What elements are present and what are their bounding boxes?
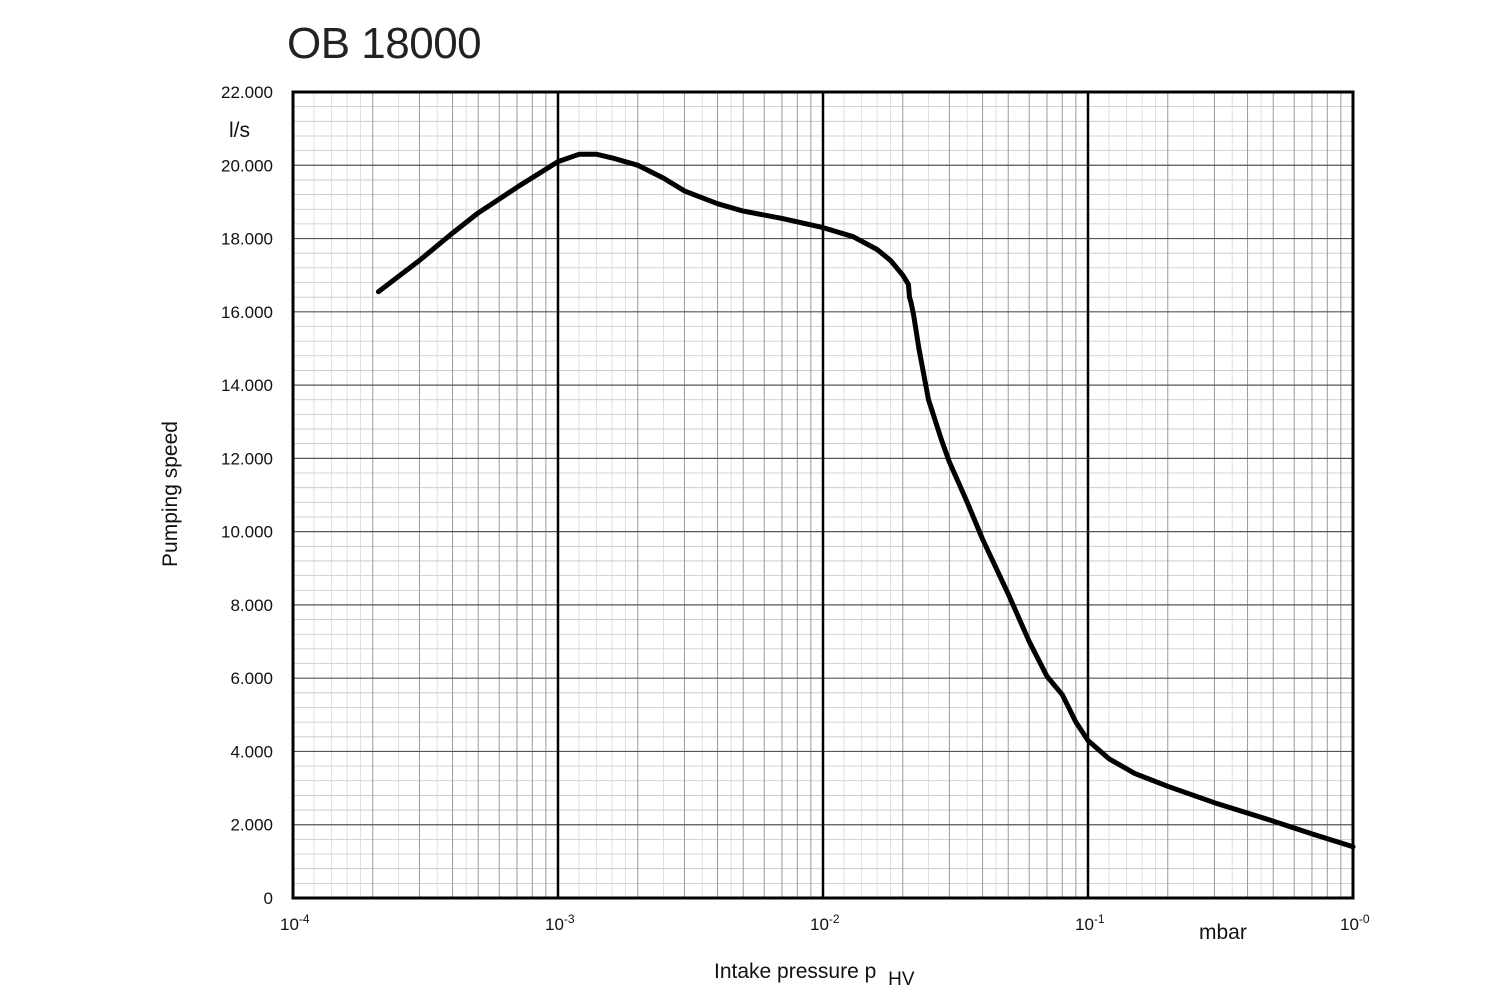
x-axis-label: Intake pressure p HV <box>714 960 915 990</box>
x-tick-label: 10-4 <box>280 912 310 934</box>
y-tick-label: 12.000 <box>221 449 273 468</box>
x-axis-label-main: Intake pressure p <box>714 960 876 983</box>
y-tick-label: 22.000 <box>221 83 273 102</box>
y-tick-label: 6.000 <box>230 669 273 688</box>
y-tick-label: 2.000 <box>230 816 273 835</box>
x-tick-label: 10-1 <box>1075 912 1105 934</box>
grid-major <box>293 92 1353 898</box>
y-tick-label: 20.000 <box>221 156 273 175</box>
y-tick-label: 10.000 <box>221 523 273 542</box>
x-tick-label: 10-2 <box>810 912 840 934</box>
y-tick-label: 8.000 <box>230 596 273 615</box>
x-tick-labels: 10-4 10-3 10-2 10-1 10-0 <box>280 912 1370 934</box>
x-tick-label: 10-3 <box>545 912 575 934</box>
series-line-pumping-speed <box>375 151 1356 850</box>
x-unit-label: mbar <box>1199 921 1247 944</box>
x-tick-label: 10-0 <box>1340 912 1370 934</box>
y-axis-label: Pumping speed <box>159 421 182 567</box>
y-tick-label: 16.000 <box>221 303 273 322</box>
y-tick-label: 4.000 <box>230 742 273 761</box>
y-tick-label: 18.000 <box>221 230 273 249</box>
y-unit-label: l/s <box>229 119 250 142</box>
chart-title: OB 18000 <box>287 19 481 68</box>
y-tick-labels: 0 2.000 4.000 6.000 8.000 10.000 12.000 14.000 1… <box>221 83 273 908</box>
plot-frame <box>291 90 1355 900</box>
y-tick-label: 14.000 <box>221 376 273 395</box>
y-tick-label: 0 <box>264 889 273 908</box>
x-axis-label-subscript: HV <box>888 969 915 990</box>
